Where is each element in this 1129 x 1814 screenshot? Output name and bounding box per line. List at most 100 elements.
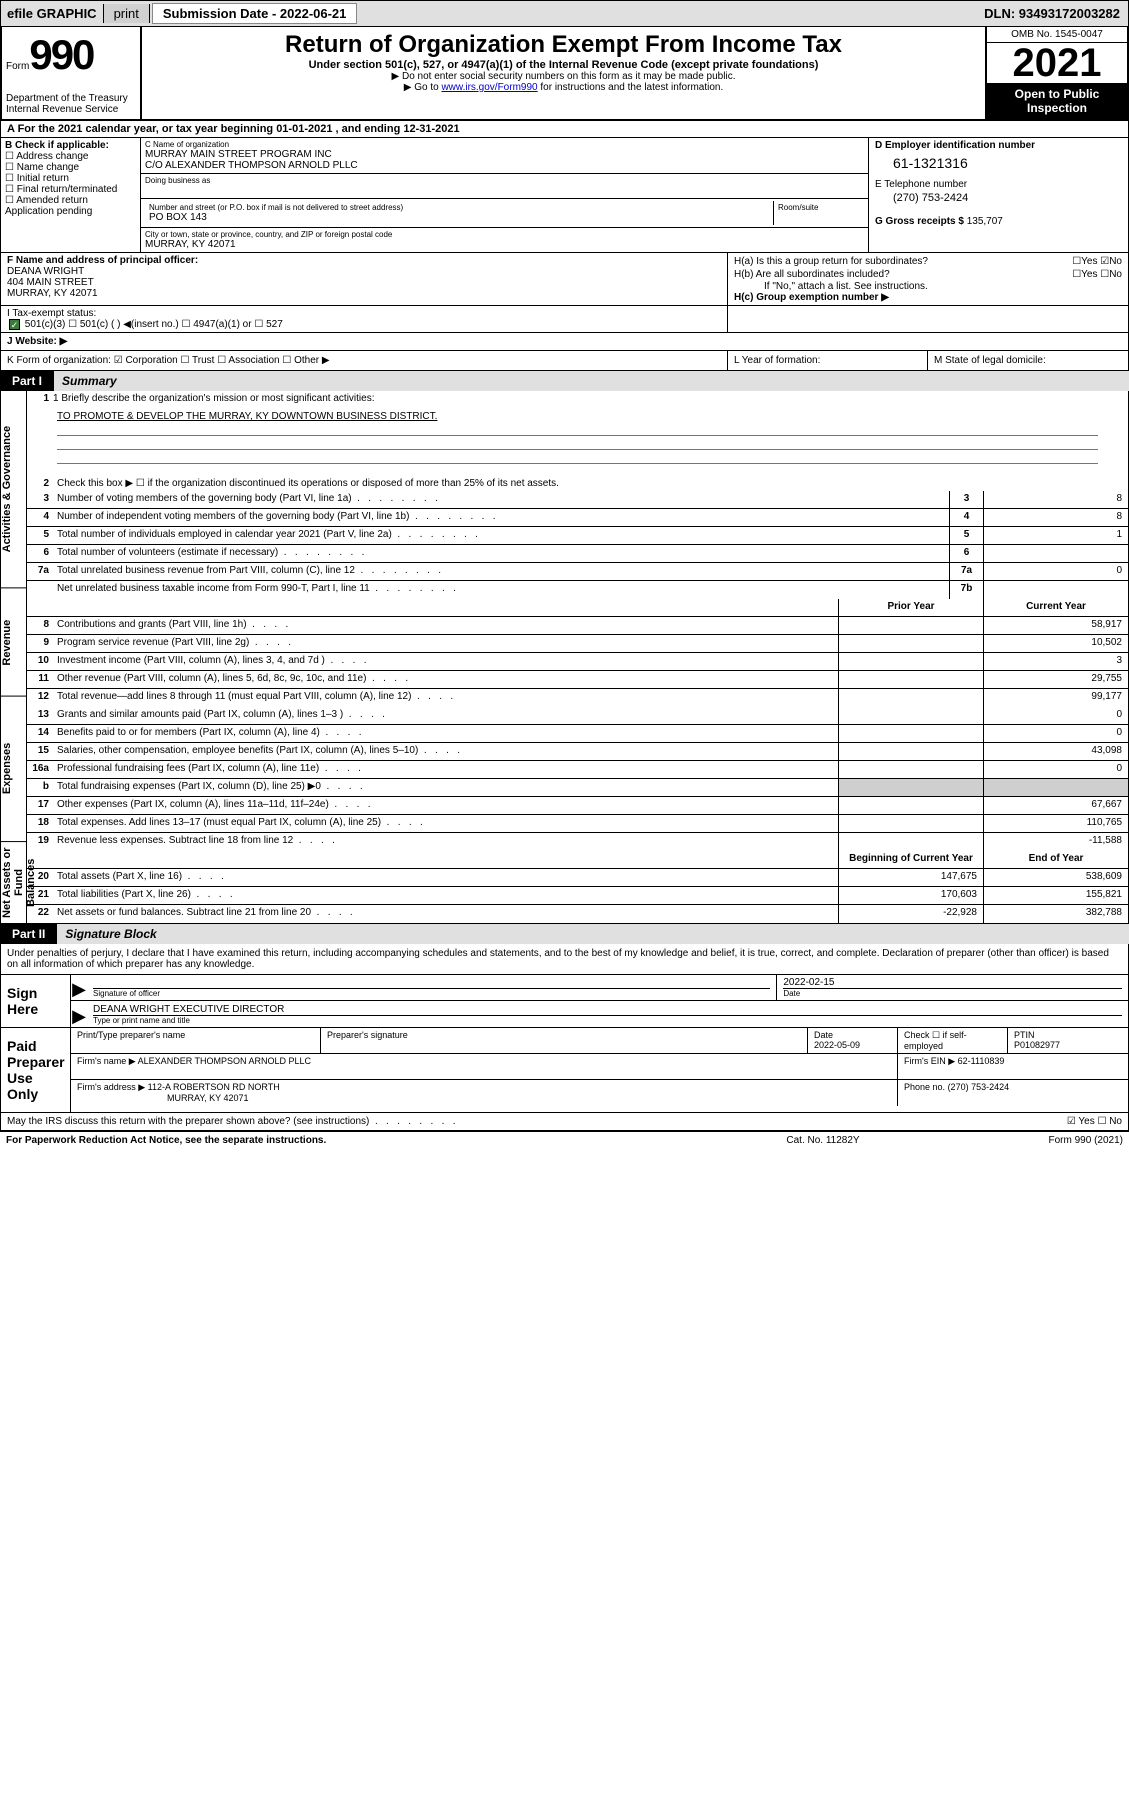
hb-note: If "No," attach a list. See instructions…: [734, 281, 1122, 292]
chk-address-change[interactable]: ☐ Address change: [5, 151, 136, 162]
summary-row: 7aTotal unrelated business revenue from …: [27, 563, 1128, 581]
current-value: 43,098: [983, 743, 1128, 760]
prep-row-3: Firm's address ▶ 112-A ROBERTSON RD NORT…: [71, 1080, 1128, 1106]
officer-label: F Name and address of principal officer:: [7, 255, 721, 266]
col-d-e-g: D Employer identification number 61-1321…: [868, 138, 1128, 252]
gross-label: G Gross receipts $: [875, 216, 964, 227]
page-footer: For Paperwork Reduction Act Notice, see …: [0, 1131, 1129, 1149]
line-num: 22: [27, 905, 53, 923]
tax-year: 2021: [987, 43, 1127, 83]
sign-here-block: Sign Here ▶ Signature of officer 2022-02…: [0, 975, 1129, 1028]
ptin-value: P01082977: [1014, 1040, 1122, 1050]
gross-value: 135,707: [967, 216, 1003, 227]
firm-ein-value: 62-1110839: [958, 1056, 1005, 1066]
line-value: [983, 545, 1128, 562]
line-num: 8: [27, 617, 53, 634]
city-value: MURRAY, KY 42071: [145, 239, 864, 250]
dba-row: Doing business as: [141, 174, 868, 199]
chk-final-return[interactable]: ☐ Final return/terminated: [5, 184, 136, 195]
sig-date-value: 2022-02-15: [783, 977, 1122, 988]
prior-value: [838, 833, 983, 851]
print-button[interactable]: print: [104, 4, 150, 23]
chk-application-pending[interactable]: Application pending: [5, 206, 136, 217]
summary-row: 4Number of independent voting members of…: [27, 509, 1128, 527]
addr-value: PO BOX 143: [149, 212, 769, 223]
submission-date: Submission Date - 2022-06-21: [152, 3, 358, 24]
line-value: 0: [983, 563, 1128, 580]
sig-officer-label: Signature of officer: [93, 988, 770, 998]
tax-exempt-label: I Tax-exempt status:: [7, 308, 96, 319]
irs-link[interactable]: www.irs.gov/Form990: [441, 82, 537, 93]
chk-initial-return[interactable]: ☐ Initial return: [5, 173, 136, 184]
block-fh: F Name and address of principal officer:…: [0, 253, 1129, 306]
prep-self-check[interactable]: Check ☐ if self-employed: [898, 1028, 1008, 1053]
summary-row: 13Grants and similar amounts paid (Part …: [27, 707, 1128, 725]
chk-501c3[interactable]: ✓: [9, 319, 20, 330]
prep-ptin-cell: PTIN P01082977: [1008, 1028, 1128, 1053]
sig-name-row: ▶ DEANA WRIGHT EXECUTIVE DIRECTOR Type o…: [71, 1001, 1128, 1027]
tax-exempt-opts: 501(c)(3) ☐ 501(c) ( ) ◀(insert no.) ☐ 4…: [25, 319, 283, 330]
prior-value: [838, 671, 983, 688]
prior-value: 170,603: [838, 887, 983, 904]
current-value: 382,788: [983, 905, 1128, 923]
line-desc: Total assets (Part X, line 16): [53, 869, 838, 886]
line-ref: 6: [949, 545, 983, 562]
summary-row: 9Program service revenue (Part VIII, lin…: [27, 635, 1128, 653]
org-name-row: C Name of organization MURRAY MAIN STREE…: [141, 138, 868, 174]
col-b-checkboxes: B Check if applicable: ☐ Address change …: [1, 138, 141, 252]
sig-intro: Under penalties of perjury, I declare th…: [0, 944, 1129, 975]
line-2: 2 Check this box ▶ ☐ if the organization…: [27, 466, 1128, 491]
sig-arrow-icon: ▶: [71, 975, 87, 1000]
line-num: [27, 581, 53, 599]
ein-value: 61-1321316: [875, 151, 1122, 179]
line-num: 18: [27, 815, 53, 832]
phone-value: (270) 753-2424: [875, 190, 1122, 212]
chk-amended-return[interactable]: ☐ Amended return: [5, 195, 136, 206]
summary-row: 17Other expenses (Part IX, column (A), l…: [27, 797, 1128, 815]
header-right: OMB No. 1545-0047 2021 Open to Public In…: [987, 27, 1127, 119]
ha-row: H(a) Is this a group return for subordin…: [734, 255, 1122, 268]
form-header: Form 990 Department of the Treasury Inte…: [0, 27, 1129, 121]
line-num: 14: [27, 725, 53, 742]
row-j-website: J Website: ▶: [0, 333, 1129, 351]
block-bcde: B Check if applicable: ☐ Address change …: [0, 138, 1129, 253]
ha-answer[interactable]: ☐Yes ☑No: [1072, 256, 1122, 267]
row-i-right: [728, 306, 1128, 332]
chk-name-change[interactable]: ☐ Name change: [5, 162, 136, 173]
summary-row: Net unrelated business taxable income fr…: [27, 581, 1128, 599]
line-num: 9: [27, 635, 53, 652]
mission-text: TO PROMOTE & DEVELOP THE MURRAY, KY DOWN…: [57, 411, 1098, 422]
org-name-1: MURRAY MAIN STREET PROGRAM INC: [145, 149, 864, 160]
mission-line: [57, 436, 1098, 450]
line-desc: Net assets or fund balances. Subtract li…: [53, 905, 838, 923]
line-desc: Revenue less expenses. Subtract line 18 …: [53, 833, 838, 851]
line-desc: Total liabilities (Part X, line 26): [53, 887, 838, 904]
prior-value: [838, 779, 983, 796]
rev-header: Prior Year Current Year: [27, 599, 1128, 617]
row-a-tax-year: A For the 2021 calendar year, or tax yea…: [0, 121, 1129, 138]
firm-addr-1: 112-A ROBERTSON RD NORTH: [148, 1082, 280, 1092]
line-num: 12: [27, 689, 53, 707]
sub3-post: for instructions and the latest informat…: [538, 82, 724, 93]
summary-row: 10Investment income (Part VIII, column (…: [27, 653, 1128, 671]
prior-value: [838, 707, 983, 724]
line-num: 17: [27, 797, 53, 814]
sub3-pre: ▶ Go to: [404, 82, 442, 93]
current-value: 0: [983, 707, 1128, 724]
firm-phone-cell: Phone no. (270) 753-2424: [898, 1080, 1128, 1106]
hc-label: H(c) Group exemption number ▶: [734, 292, 1122, 303]
prep-row-1: Print/Type preparer's name Preparer's si…: [71, 1028, 1128, 1054]
sig-officer-field[interactable]: Signature of officer: [87, 975, 777, 1000]
line-num: 13: [27, 707, 53, 724]
hb-label: H(b) Are all subordinates included?: [734, 269, 890, 280]
col-h-group: H(a) Is this a group return for subordin…: [728, 253, 1128, 305]
hb-answer[interactable]: ☐Yes ☐No: [1072, 269, 1122, 280]
line-value: 8: [983, 491, 1128, 508]
sig-officer-row: ▶ Signature of officer 2022-02-15 Date: [71, 975, 1128, 1001]
discuss-answer[interactable]: ☑ Yes ☐ No: [1067, 1116, 1122, 1127]
current-value: 58,917: [983, 617, 1128, 634]
top-bar: efile GRAPHIC print Submission Date - 20…: [0, 0, 1129, 27]
line-1: 1 1 Briefly describe the organization's …: [27, 391, 1128, 409]
efile-label: efile GRAPHIC: [1, 4, 104, 23]
ha-label: H(a) Is this a group return for subordin…: [734, 256, 928, 267]
